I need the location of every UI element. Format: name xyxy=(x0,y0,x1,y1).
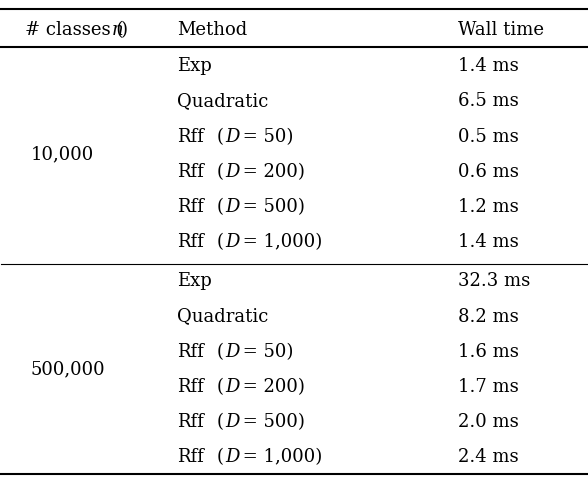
Text: D: D xyxy=(226,413,240,431)
Text: 500,000: 500,000 xyxy=(31,360,105,378)
Text: 1.4 ms: 1.4 ms xyxy=(458,233,519,251)
Text: Rff: Rff xyxy=(177,233,203,251)
Text: 2.4 ms: 2.4 ms xyxy=(458,448,519,466)
Text: = 1,000): = 1,000) xyxy=(237,448,322,466)
Text: 6.5 ms: 6.5 ms xyxy=(458,92,519,110)
Text: # classes (: # classes ( xyxy=(25,21,123,39)
Text: Exp: Exp xyxy=(177,57,212,76)
Text: Rff: Rff xyxy=(177,343,203,361)
Text: = 500): = 500) xyxy=(237,198,305,216)
Text: D: D xyxy=(226,198,240,216)
Text: D: D xyxy=(226,128,240,146)
Text: Quadratic: Quadratic xyxy=(177,92,268,110)
Text: (: ( xyxy=(217,163,224,181)
Text: (: ( xyxy=(217,343,224,361)
Text: Rff: Rff xyxy=(177,163,203,181)
Text: (: ( xyxy=(217,233,224,251)
Text: 1.2 ms: 1.2 ms xyxy=(458,198,519,216)
Text: Exp: Exp xyxy=(177,272,212,290)
Text: 8.2 ms: 8.2 ms xyxy=(458,308,519,326)
Text: D: D xyxy=(226,378,240,396)
Text: 10,000: 10,000 xyxy=(31,145,94,163)
Text: ): ) xyxy=(120,21,127,39)
Text: (: ( xyxy=(217,448,224,466)
Text: D: D xyxy=(226,163,240,181)
Text: 1.7 ms: 1.7 ms xyxy=(458,378,519,396)
Text: n: n xyxy=(111,21,123,39)
Text: Quadratic: Quadratic xyxy=(177,308,268,326)
Text: = 50): = 50) xyxy=(237,343,293,361)
Text: D: D xyxy=(226,448,240,466)
Text: 0.5 ms: 0.5 ms xyxy=(458,128,519,146)
Text: Rff: Rff xyxy=(177,448,203,466)
Text: 0.6 ms: 0.6 ms xyxy=(458,163,519,181)
Text: (: ( xyxy=(217,128,224,146)
Text: Wall time: Wall time xyxy=(458,21,544,39)
Text: = 50): = 50) xyxy=(237,128,293,146)
Text: = 200): = 200) xyxy=(237,163,305,181)
Text: Rff: Rff xyxy=(177,198,203,216)
Text: = 500): = 500) xyxy=(237,413,305,431)
Text: 2.0 ms: 2.0 ms xyxy=(458,413,519,431)
Text: D: D xyxy=(226,233,240,251)
Text: = 200): = 200) xyxy=(237,378,305,396)
Text: (: ( xyxy=(217,413,224,431)
Text: Rff: Rff xyxy=(177,413,203,431)
Text: 1.6 ms: 1.6 ms xyxy=(458,343,519,361)
Text: 32.3 ms: 32.3 ms xyxy=(458,272,530,290)
Text: D: D xyxy=(226,343,240,361)
Text: = 1,000): = 1,000) xyxy=(237,233,322,251)
Text: (: ( xyxy=(217,198,224,216)
Text: Method: Method xyxy=(177,21,247,39)
Text: Rff: Rff xyxy=(177,378,203,396)
Text: (: ( xyxy=(217,378,224,396)
Text: Rff: Rff xyxy=(177,128,203,146)
Text: 1.4 ms: 1.4 ms xyxy=(458,57,519,76)
